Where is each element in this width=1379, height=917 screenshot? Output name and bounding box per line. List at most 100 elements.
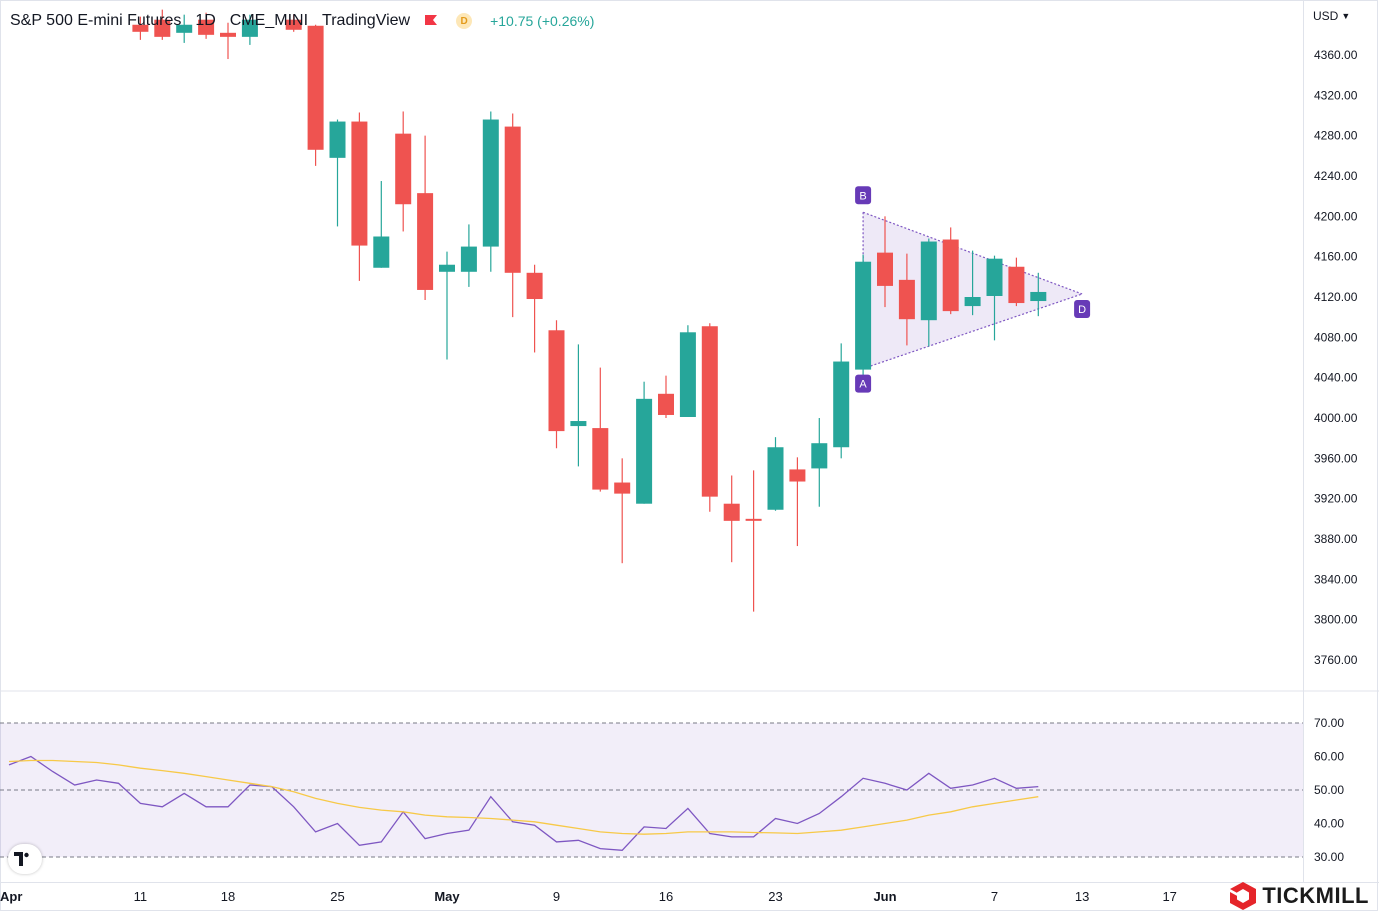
candle (855, 261, 872, 370)
interval-label[interactable]: 1D (195, 12, 216, 29)
price-tick-label: 4080.00 (1314, 330, 1358, 344)
price-tick-label: 4000.00 (1314, 411, 1358, 425)
delayed-data-badge[interactable]: D (456, 13, 473, 29)
time-tick-label: 11 (134, 889, 148, 904)
rsi-tick-label: 30.00 (1314, 850, 1344, 864)
candle (417, 193, 434, 290)
candle (898, 279, 915, 320)
candle (833, 361, 850, 448)
time-tick-label: Apr (0, 889, 22, 904)
pattern-lower-line (862, 293, 1083, 370)
candle (504, 126, 521, 273)
main-pane: B D A (132, 9, 1091, 612)
time-tick-label: 23 (768, 889, 782, 904)
candle (570, 421, 587, 427)
flag-icon[interactable] (424, 14, 438, 28)
candle (723, 503, 740, 521)
price-tick-label: 4200.00 (1314, 209, 1358, 223)
candle (526, 272, 543, 300)
candle (877, 252, 893, 286)
candle (701, 326, 718, 497)
candle (460, 246, 477, 272)
rsi-tick-label: 60.00 (1314, 750, 1344, 764)
source-label: TradingView (322, 12, 411, 29)
chart-header: S&P 500 E-mini Futures 1D CME_MINI Tradi… (10, 9, 594, 33)
price-change: +10.75 (+0.26%) (490, 13, 595, 29)
time-tick-label: 17 (1162, 889, 1176, 904)
candle (811, 443, 828, 469)
tradingview-logo-icon[interactable] (8, 844, 42, 874)
brand-name: TICKMILL (1262, 883, 1369, 908)
price-tick-label: 4120.00 (1314, 290, 1358, 304)
candle (592, 428, 609, 490)
candle (614, 482, 631, 494)
candle (1008, 266, 1025, 304)
candle (920, 241, 937, 321)
candle (658, 393, 674, 415)
time-tick-label: May (434, 889, 460, 904)
candle (176, 24, 193, 33)
candle (964, 297, 981, 307)
time-tick-label: 9 (553, 889, 560, 904)
candle (329, 121, 346, 158)
price-tick-label: 4280.00 (1314, 129, 1358, 143)
time-tick-label: 25 (330, 889, 344, 904)
candle (1030, 291, 1047, 302)
price-tick-label: 4360.00 (1314, 48, 1358, 62)
candle (241, 19, 258, 37)
time-tick-label: 16 (659, 889, 673, 904)
candle (373, 236, 390, 268)
pattern-point-label: D (1078, 304, 1086, 316)
price-tick-label: 3960.00 (1314, 451, 1358, 465)
price-tick-label: 3840.00 (1314, 572, 1358, 586)
price-tick-label: 4040.00 (1314, 371, 1358, 385)
candle (220, 32, 236, 37)
candle (198, 19, 215, 35)
symbol-name[interactable]: S&P 500 E-mini Futures (10, 12, 182, 29)
time-tick-label: 7 (991, 889, 998, 904)
brand-logo: TICKMILL (1230, 881, 1369, 911)
tickmill-logo-icon (1230, 882, 1257, 910)
price-tick-label: 3800.00 (1314, 613, 1358, 627)
candle (548, 330, 565, 432)
candle (767, 447, 784, 510)
candle (285, 19, 302, 30)
price-tick-label: 3880.00 (1314, 532, 1358, 546)
candle (986, 258, 1003, 296)
candle (482, 119, 499, 247)
pattern-point-badge-a (855, 374, 872, 393)
candle (154, 19, 171, 37)
candle (636, 398, 653, 504)
time-tick-label: 18 (221, 889, 235, 904)
candle (351, 121, 368, 246)
candle (132, 24, 149, 32)
price-tick-label: 4240.00 (1314, 169, 1358, 183)
pattern-point-badge-d (1074, 299, 1091, 318)
rsi-pane (0, 722, 1303, 858)
price-tick-label: 3760.00 (1314, 653, 1358, 667)
candle (789, 469, 806, 482)
candle (679, 332, 696, 417)
pattern-point-badge-b (855, 186, 872, 205)
currency-label: USD (1313, 9, 1339, 23)
candle (395, 133, 412, 205)
chevron-down-icon: ▼ (1341, 11, 1351, 21)
currency-selector[interactable]: USD ▼ (1313, 9, 1350, 23)
candle (307, 25, 324, 150)
rsi-tick-label: 50.00 (1314, 783, 1344, 797)
price-tick-label: 4320.00 (1314, 88, 1358, 102)
exchange-label: CME_MINI (229, 12, 309, 29)
time-tick-label: Jun (873, 889, 896, 904)
rsi-tick-label: 40.00 (1314, 817, 1344, 831)
pattern-point-label: B (859, 190, 866, 202)
candle (439, 264, 455, 272)
pattern-point-label: A (859, 379, 867, 391)
candle (745, 518, 762, 521)
price-tick-label: 4160.00 (1314, 250, 1358, 264)
rsi-line (8, 755, 1039, 851)
time-tick-label: 13 (1075, 889, 1089, 904)
rsi-ma-line (8, 759, 1039, 835)
